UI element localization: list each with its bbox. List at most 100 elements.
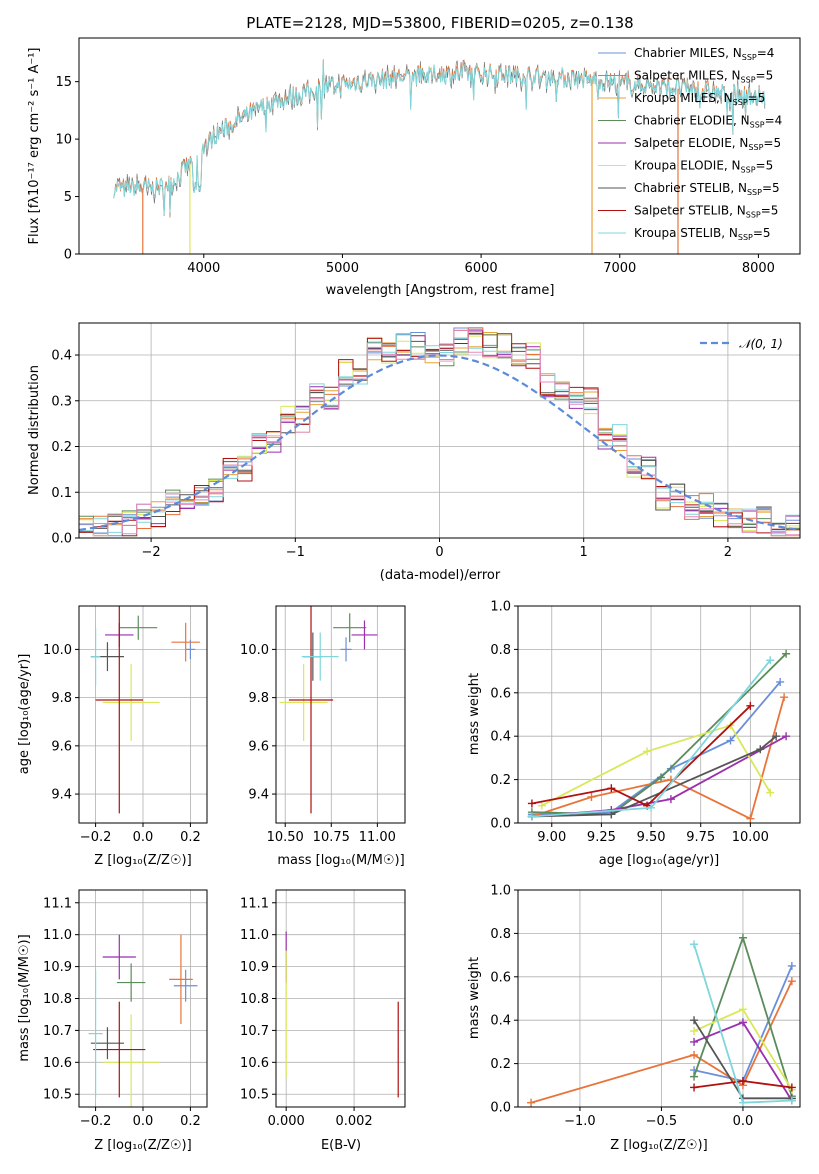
- residual-ylabel: Normed distribution: [27, 365, 42, 495]
- age-vs-mass-xtick-label: 11.00: [359, 830, 396, 845]
- mass-weight-vs-age-lines: [527, 649, 791, 823]
- mass-vs-metallicity-ytick-label: 11.1: [43, 896, 72, 911]
- mass-weight-vs-age-marker-kroupa-stelib: [766, 656, 775, 665]
- mass-weight-vs-age-xtick-label: 9.50: [637, 830, 666, 845]
- mass-weight-vs-metallicity-line-salpeter-miles: [530, 980, 793, 1104]
- mass-weight-vs-metallicity-marker-chabrier-stelib: [690, 1016, 699, 1025]
- spectrum-ytick-label: 5: [64, 190, 72, 205]
- residual-frame: [78, 322, 801, 539]
- mass-weight-vs-metallicity-marker-salpeter-stelib: [787, 1083, 796, 1092]
- mass-weight-vs-metallicity-marker-salpeter-stelib: [738, 1076, 747, 1085]
- mass-vs-ebv-ytick-label: 11.0: [240, 928, 269, 943]
- mass-vs-ebv-points: [285, 931, 399, 1098]
- mass-vs-metallicity-xtick-label: 0.2: [180, 1114, 201, 1129]
- mass-weight-vs-metallicity-xlabel: Z [log₁₀(Z/Z☉)]: [610, 1138, 707, 1153]
- age-vs-mass-xlabel: mass [log₁₀(M/M☉)]: [277, 853, 404, 868]
- residual-ytick-label: 0.2: [51, 440, 72, 455]
- mass-weight-vs-age-ytick-label: 0.4: [490, 730, 511, 745]
- mass-vs-metallicity-ytick-label: 11.0: [43, 928, 72, 943]
- mass-vs-metallicity-ytick-label: 10.8: [43, 992, 72, 1007]
- residual-histograms: [79, 327, 800, 537]
- residual-xtick-label: 0: [435, 545, 443, 560]
- mass-weight-vs-age-marker-salpeter-stelib: [527, 799, 536, 808]
- mass-weight-vs-age-marker-kroupa-elodie: [537, 801, 546, 810]
- spectrum-plot: 4000 5000 6000 7000 8000 0 5 10 15 Chabrier MILES…: [55, 46, 782, 276]
- mass-weight-vs-age-marker-kroupa-stelib: [527, 812, 536, 821]
- mass-vs-metallicity-ytick-label: 10.5: [43, 1088, 72, 1103]
- mass-weight-vs-age-ytick-label: 0.6: [490, 686, 511, 701]
- mass-weight-vs-age-ylabel: mass weight: [467, 673, 482, 755]
- mass-vs-ebv-xtick-label: 0.000: [268, 1114, 305, 1129]
- mass-weight-vs-metallicity-marker-chabrier-miles: [787, 961, 796, 970]
- mass-weight-vs-metallicity-ytick-label: 0.0: [490, 1101, 511, 1116]
- mass-weight-vs-metallicity-frame: [517, 889, 801, 1108]
- mass-weight-vs-metallicity-ytick-label: 0.2: [490, 1057, 511, 1072]
- mass-weight-vs-metallicity-marker-kroupa-stelib: [787, 1096, 796, 1105]
- mass-vs-ebv-ytick-label: 11.1: [240, 896, 269, 911]
- age-vs-metallicity-ytick-label: 9.4: [51, 788, 72, 803]
- mass-vs-metallicity-points: [88, 934, 198, 1107]
- spectrum-lines: [113, 59, 766, 254]
- mass-weight-vs-age-ytick-label: 0.2: [490, 773, 511, 788]
- age-vs-mass-points: [279, 606, 378, 814]
- residual-xtick-label: −2: [142, 545, 161, 560]
- mass-vs-ebv-ytick-label: 10.7: [240, 1024, 269, 1039]
- mass-vs-ebv-ytick-label: 10.9: [240, 960, 269, 975]
- mass-vs-metallicity-ylabel: mass [log₁₀(M/M☉)]: [17, 934, 32, 1061]
- age-vs-metallicity-ytick-label: 9.6: [51, 739, 72, 754]
- residual-xtick-label: −1: [286, 545, 305, 560]
- mass-vs-metallicity-ytick-label: 10.6: [43, 1056, 72, 1071]
- mass-vs-ebv-xlabel: E(B-V): [321, 1138, 361, 1153]
- mass-weight-vs-age-frame: [517, 605, 801, 824]
- legend-label-salpeter_elodie: Salpeter ELODIE, NSSP=5: [634, 136, 781, 152]
- mass-vs-ebv-ytick-label: 10.6: [240, 1056, 269, 1071]
- legend-label-salpeter_stelib: Salpeter STELIB, NSSP=5: [634, 204, 778, 220]
- mass-weight-vs-age-ytick-label: 0.0: [490, 817, 511, 832]
- age-vs-mass-xtick-label: 10.75: [313, 830, 350, 845]
- mass-weight-vs-metallicity-ytick-label: 0.8: [490, 927, 511, 942]
- mass-weight-vs-age-xtick-label: 9.00: [537, 830, 566, 845]
- mass-vs-ebv-ytick-label: 10.8: [240, 992, 269, 1007]
- mass-weight-vs-age-marker-salpeter-stelib: [746, 701, 755, 710]
- mass-weight-vs-metallicity-marker-kroupa-stelib: [738, 1098, 747, 1107]
- age-vs-metallicity-ylabel: age [log₁₀(age/yr)]: [17, 654, 32, 775]
- mass-weight-vs-metallicity-marker-kroupa-elodie: [738, 1005, 747, 1014]
- residual-ytick-label: 0.3: [51, 394, 72, 409]
- residual-histogram: −2 −1 0 1 2 0.0 0.1 0.2 0.3 0.4 𝒩(0, 1): [51, 323, 800, 560]
- mass-weight-vs-age-marker-chabrier-miles: [726, 736, 735, 745]
- spectrum-xtick-label: 7000: [603, 261, 636, 276]
- mass-weight-vs-metallicity-marker-salpeter-miles: [690, 1050, 699, 1059]
- mass-weight-vs-age-ytick-label: 0.8: [490, 643, 511, 658]
- mass-weight-vs-age-marker-salpeter-stelib: [607, 784, 616, 793]
- spectrum-ytick-label: 15: [55, 75, 72, 90]
- spectrum-xtick-label: 6000: [465, 261, 498, 276]
- mass-weight-vs-metallicity-ylabel: mass weight: [467, 957, 482, 1039]
- age-vs-metallicity-xlabel: Z [log₁₀(Z/Z☉)]: [94, 853, 191, 868]
- spectrum-xtick-label: 8000: [742, 261, 775, 276]
- spectrum-xtick-label: 5000: [326, 261, 359, 276]
- mass-weight-vs-age-marker-chabrier-stelib: [772, 732, 781, 741]
- legend-label-kroupa_stelib: Kroupa STELIB, NSSP=5: [634, 226, 771, 242]
- mass-weight-vs-age-ytick-label: 1.0: [490, 600, 511, 615]
- mass-weight-vs-age-marker-chabrier-elodie: [656, 773, 665, 782]
- mass-weight-vs-age-marker-kroupa-elodie: [766, 788, 775, 797]
- mass-weight-vs-age-line-chabrier-stelib: [531, 735, 777, 818]
- mass-weight-vs-age-line-salpeter-stelib: [531, 705, 752, 807]
- mass-weight-vs-age-marker-chabrier-stelib: [756, 745, 765, 754]
- mass-weight-vs-metallicity-marker-chabrier-elodie: [738, 933, 747, 942]
- age-vs-mass-ytick-label: 10.0: [240, 643, 269, 658]
- age-vs-mass-xtick-label: 10.50: [267, 830, 304, 845]
- residual-ytick-label: 0.4: [51, 349, 72, 364]
- mass-weight-vs-age-marker-chabrier-stelib: [607, 810, 616, 819]
- mass-weight-vs-age-marker-kroupa-elodie: [643, 747, 652, 756]
- residual-xtick-label: 2: [724, 545, 732, 560]
- mass-weight-vs-age-xtick-label: 10.00: [732, 830, 769, 845]
- mass-weight-vs-metallicity-plot: −1.0 −0.5 0.0 0.0 0.2 0.4 0.6 0.8 1.0: [490, 884, 800, 1129]
- mass-weight-vs-metallicity-ytick-label: 1.0: [490, 884, 511, 899]
- mass-weight-vs-age-xtick-label: 9.75: [686, 830, 715, 845]
- age-vs-metallicity-ytick-label: 10.0: [43, 643, 72, 658]
- gaussian-legend-label: 𝒩(0, 1): [739, 337, 783, 351]
- legend-label-chabrier_miles: Chabrier MILES, NSSP=4: [634, 46, 774, 62]
- legend-label-salpeter_miles: Salpeter MILES, NSSP=5: [634, 69, 773, 85]
